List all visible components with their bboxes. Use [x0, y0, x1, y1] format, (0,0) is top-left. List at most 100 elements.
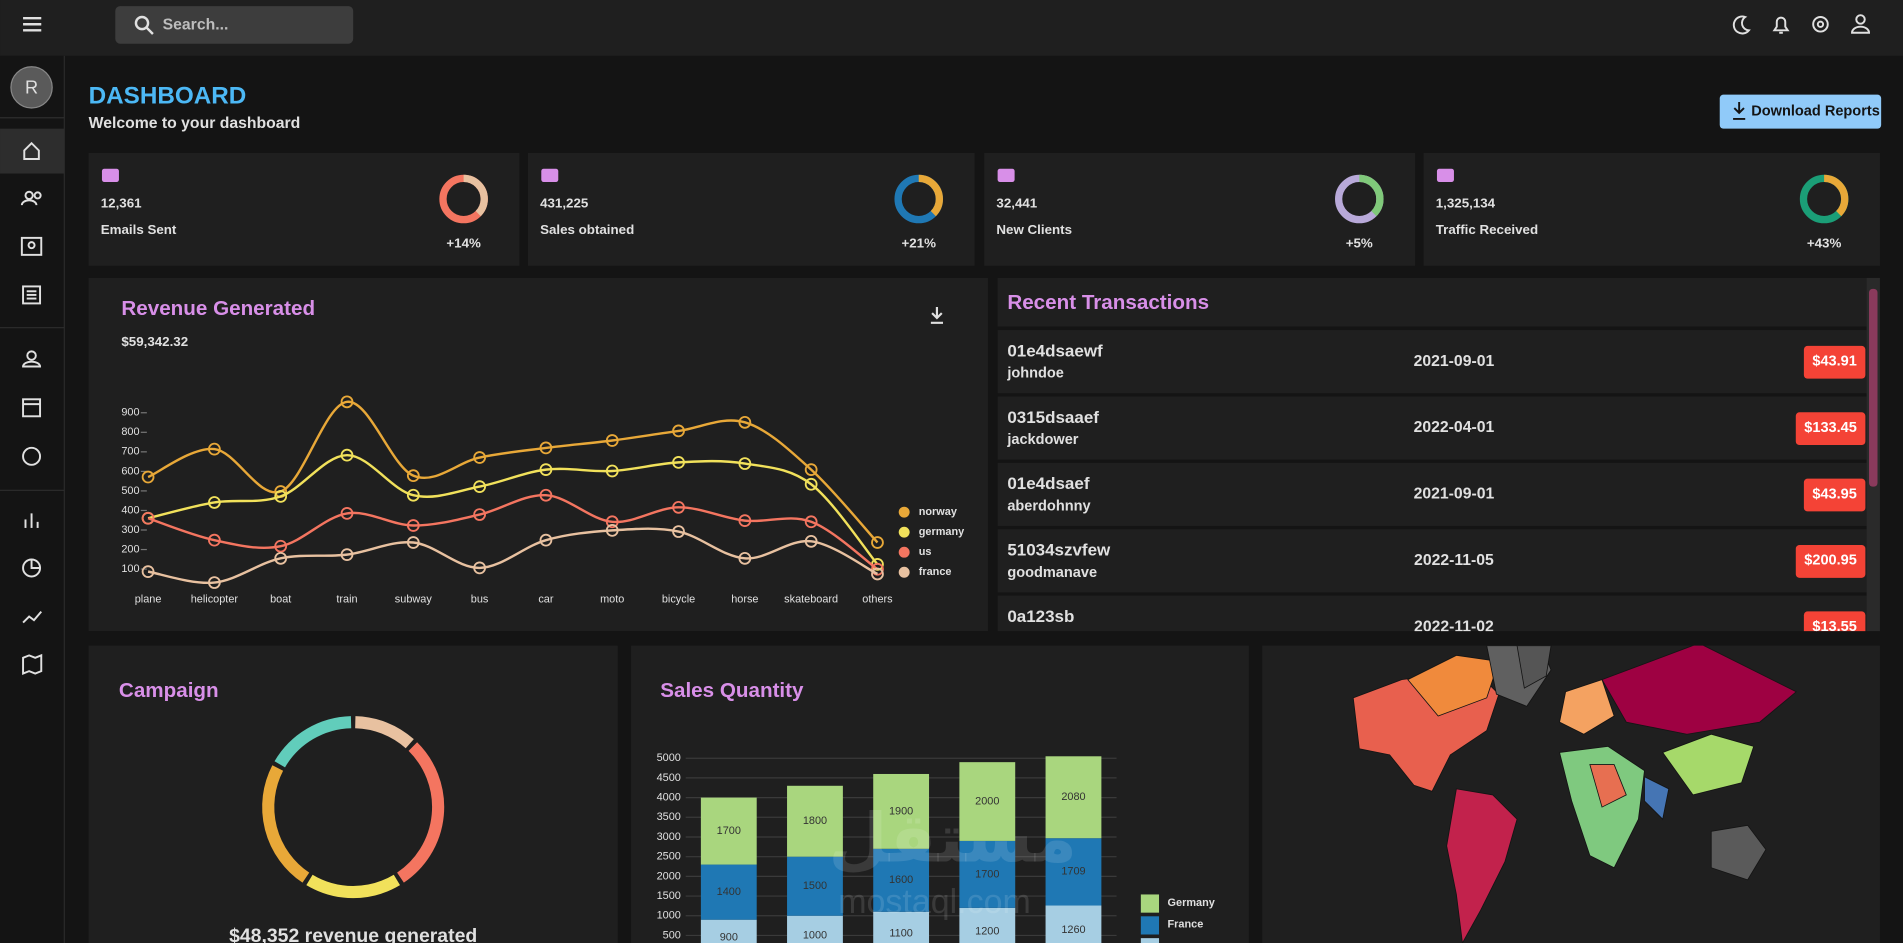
avatar[interactable]	[10, 66, 53, 109]
chart-title: Revenue Generated	[121, 297, 315, 320]
bar-label: 1000	[803, 929, 827, 941]
nav-bar-chart[interactable]	[24, 513, 39, 528]
bar-segment	[959, 907, 1016, 943]
legend-swatch	[1140, 938, 1160, 943]
bar-segment	[873, 911, 930, 943]
stat-cards: 12,361 Emails Sent +14% 431,225 Sales obtain…	[101, 168, 1849, 250]
theme-toggle[interactable]	[1732, 15, 1751, 35]
legend-swatch	[898, 566, 910, 578]
nav-calendar[interactable]	[22, 398, 42, 418]
line-point	[871, 567, 884, 581]
scrollbar-thumb[interactable]	[1869, 288, 1878, 487]
download-button[interactable]	[1719, 94, 1882, 129]
line-point	[871, 562, 884, 576]
stat-icon	[997, 168, 1015, 183]
line-point	[208, 576, 221, 589]
line-point	[274, 551, 288, 565]
transaction-cost-badge	[1795, 545, 1866, 578]
line-point	[738, 415, 752, 429]
profile[interactable]	[1855, 14, 1866, 25]
transaction-cost: $133.45	[1804, 420, 1857, 436]
nav-line-chart[interactable]	[22, 611, 43, 624]
line-point	[141, 470, 155, 484]
line-point	[804, 515, 818, 529]
transaction-id: 51034szvfew	[1007, 541, 1111, 560]
line-point	[605, 515, 619, 529]
line-point	[804, 534, 818, 548]
x-tick-label: others	[862, 593, 893, 605]
bar-segment	[959, 762, 1016, 841]
page-title: DASHBOARD	[89, 82, 247, 109]
bar-segment	[787, 785, 843, 857]
y-tick-label: 900	[121, 407, 139, 419]
bar-label: 1700	[717, 825, 741, 837]
line-point	[340, 548, 354, 561]
bar-label: 1400	[717, 886, 741, 898]
y-tick-label: 400	[121, 504, 139, 516]
menu-button[interactable]	[23, 16, 42, 32]
transaction-row	[997, 396, 1867, 460]
y-tick-label: 1000	[657, 910, 681, 922]
world-map	[1352, 645, 1797, 943]
line-point	[871, 536, 884, 549]
transaction-cost-badge	[1803, 345, 1866, 379]
search-box[interactable]	[115, 6, 354, 44]
bar-segment	[1045, 756, 1102, 839]
settings[interactable]	[1812, 16, 1829, 33]
x-tick-label: horse	[731, 593, 758, 605]
bar-segment	[1045, 838, 1102, 906]
stat-icon	[541, 168, 559, 183]
legend-swatch	[898, 506, 910, 518]
transaction-id: 0a123sb	[1007, 607, 1074, 626]
charts: Revenue Generated $59,342.32 100 200 300 400 5…	[119, 297, 1215, 943]
bar-segment	[1045, 905, 1102, 943]
sidebar-dividers	[0, 117, 65, 491]
transaction-cost-badge	[1803, 478, 1866, 512]
line-point	[406, 536, 420, 549]
line-point	[672, 525, 685, 538]
watermark-arabic: مستقل	[828, 800, 1077, 876]
bar-label: 1700	[975, 868, 999, 880]
nav-profile[interactable]	[22, 350, 42, 368]
nav-team[interactable]	[20, 190, 42, 206]
nav-home[interactable]	[23, 141, 40, 160]
line-point	[274, 490, 288, 503]
x-tick-label: bus	[471, 593, 489, 605]
y-tick-label: 3000	[657, 831, 681, 843]
pie-segment	[396, 742, 445, 883]
transaction-user: aberdohnny	[1007, 498, 1091, 514]
chart-download-icon[interactable]	[930, 307, 944, 324]
line-point	[274, 539, 288, 553]
line-point	[539, 441, 553, 455]
x-tick-label: helicopter	[191, 593, 239, 605]
transaction-date: 2022-11-02	[1414, 618, 1494, 635]
line-point	[804, 463, 818, 476]
stat-label: Emails Sent	[101, 222, 177, 237]
nav-geography[interactable]	[22, 653, 43, 676]
notifications[interactable]	[1772, 16, 1790, 34]
line-point	[672, 500, 685, 514]
download-label: Download Reports	[1751, 103, 1880, 119]
line-point	[340, 448, 354, 462]
bar-label: 900	[720, 931, 738, 943]
pie-caption: $48,352 revenue generated	[229, 925, 477, 943]
download-icon	[1733, 101, 1746, 120]
nav-faq[interactable]	[22, 446, 42, 466]
bar-label: 1200	[975, 925, 999, 937]
line-point	[208, 496, 221, 509]
watermark-latin: mostaql.com	[838, 883, 1031, 921]
nav-contacts[interactable]	[20, 236, 43, 256]
nav-invoices[interactable]	[22, 285, 42, 305]
stat-value: 12,361	[101, 195, 142, 210]
search-placeholder: Search...	[163, 17, 229, 34]
pie-segment	[274, 716, 352, 768]
stat-label: Sales obtained	[540, 222, 634, 237]
transaction-id: 01e4dsaewf	[1007, 341, 1103, 360]
stat-label: New Clients	[996, 222, 1072, 237]
line-point	[141, 565, 155, 578]
nav-pie-chart[interactable]	[22, 558, 42, 578]
transaction-cost: $43.91	[1812, 354, 1857, 370]
stat-change: +5%	[1346, 235, 1373, 250]
y-tick-label: 300	[121, 524, 139, 536]
y-tick-label: 5000	[657, 752, 681, 764]
